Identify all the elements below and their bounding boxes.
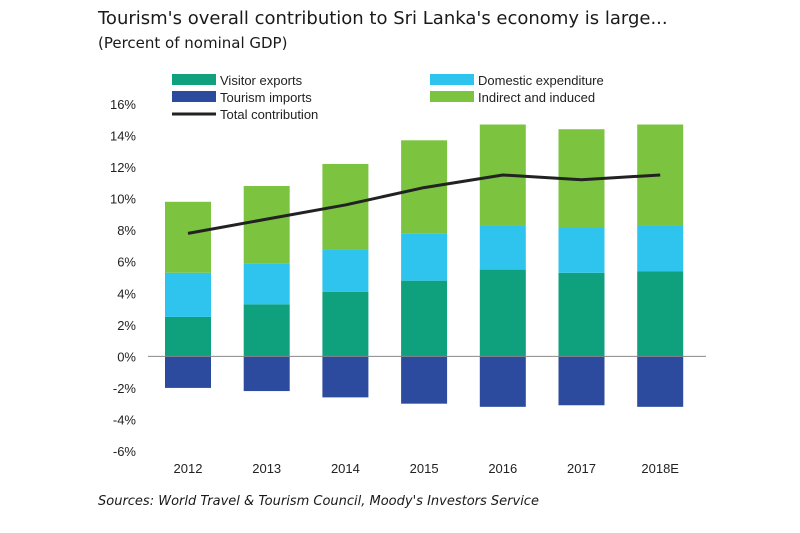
bars [165,124,684,407]
legend-label: Visitor exports [220,73,303,88]
bar-indirect-and-induced-2013 [243,186,290,264]
bar-visitor-exports-2014 [322,291,369,357]
legend-swatch [172,91,216,102]
bar-domestic-expenditure-2015 [401,233,448,281]
bar-visitor-exports-2015 [401,280,448,357]
x-tick-label: 2012 [174,461,203,476]
total-contribution-line [187,173,661,235]
bar-visitor-exports-2012 [165,316,211,357]
legend-swatch [172,74,216,85]
legend-swatch [430,74,474,85]
bar-domestic-expenditure-2013 [243,263,290,305]
legend-label: Indirect and induced [478,90,595,105]
bar-visitor-exports-2016 [479,269,526,357]
x-tick-label: 2014 [331,461,360,476]
bar-domestic-expenditure-2014 [322,249,369,292]
bar-tourism-imports-2018e [637,356,684,407]
x-axis: 2012 2013 2014 2015 2016 2017 2018E [148,355,706,476]
y-tick-label: 6% [117,255,136,270]
chart-title: Tourism's overall contribution to Sri La… [98,8,668,29]
bar-tourism-imports-2012 [165,356,211,388]
y-tick-label: 10% [110,192,136,207]
source-note: Sources: World Travel & Tourism Council,… [98,494,539,509]
bar-tourism-imports-2016 [479,356,526,407]
y-tick-label: -2% [113,381,137,396]
y-tick-label: -6% [113,444,137,459]
bar-visitor-exports-2017 [558,272,605,357]
y-tick-label: 4% [117,286,136,301]
bar-tourism-imports-2013 [243,356,290,392]
x-tick-label: 2017 [567,461,596,476]
legend-item-tourism-imports: Tourism imports [172,90,312,105]
legend-item-domestic-expenditure: Domestic expenditure [430,73,604,88]
chart-subtitle: (Percent of nominal GDP) [98,34,288,52]
y-tick-label: 14% [110,129,136,144]
legend-label: Total contribution [220,107,318,122]
legend-item-visitor-exports: Visitor exports [172,73,303,88]
bar-domestic-expenditure-2017 [558,227,605,273]
bar-tourism-imports-2017 [558,356,605,406]
legend-swatch [430,91,474,102]
bar-tourism-imports-2015 [401,356,448,404]
x-tick-label: 2018E [641,461,679,476]
bar-tourism-imports-2014 [322,356,369,398]
x-tick-label: 2015 [410,461,439,476]
y-tick-label: 16% [110,97,136,112]
bar-visitor-exports-2018e [637,271,684,357]
y-tick-label: 2% [117,318,136,333]
x-tick-label: 2016 [488,461,517,476]
bar-domestic-expenditure-2018e [637,225,684,272]
legend-label: Domestic expenditure [478,73,604,88]
bar-indirect-and-induced-2012 [165,201,211,273]
x-tick-label: 2013 [252,461,281,476]
y-tick-label: 12% [110,160,136,175]
legend-item-indirect-and-induced: Indirect and induced [430,90,595,105]
legend-item-total-contribution: Total contribution [172,107,318,122]
y-tick-label: 8% [117,223,136,238]
bar-domestic-expenditure-2012 [165,272,211,317]
bar-visitor-exports-2013 [243,304,290,357]
bar-domestic-expenditure-2016 [479,225,526,270]
legend-label: Tourism imports [220,90,312,105]
y-tick-label: 0% [117,349,136,364]
y-axis: 16% 14% 12% 10% 8% 6% 4% 2% 0% -2% -4% -6% [110,97,136,459]
legend: Visitor exports Domestic expenditure Touri… [172,73,604,122]
y-tick-label: -4% [113,412,137,427]
